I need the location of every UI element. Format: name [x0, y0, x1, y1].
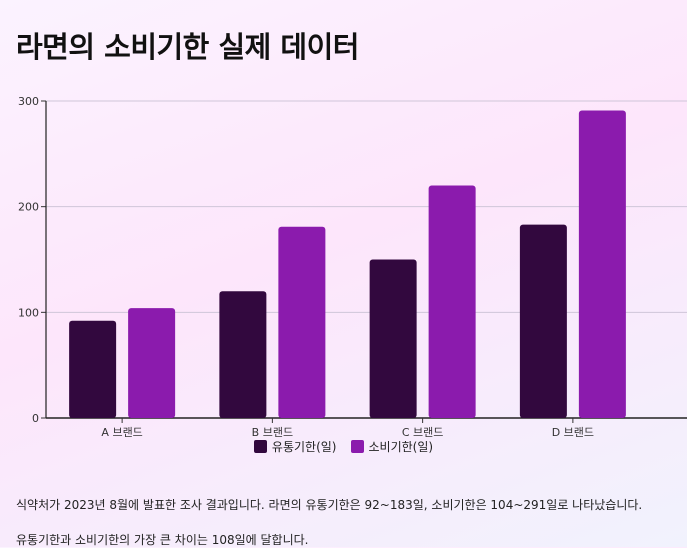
y-tick-label-2: 200 [18, 201, 39, 214]
note-difference: 유통기한과 소비기한의 가장 큰 차이는 108일에 달합니다. [16, 533, 309, 547]
bar-2-1 [128, 308, 176, 418]
x-tick-label-2: B 브랜드 [252, 426, 293, 439]
page-title: 라면의 소비기한 실제 데이터 [16, 30, 359, 64]
x-tick-label-3: C 브랜드 [402, 426, 444, 439]
y-tick-label-3: 300 [18, 95, 39, 108]
bar-chart: 0 100 200 300 A 브랜드 B 브랜드 C 브랜드 D 브랜드 [18, 95, 687, 439]
legend-item-series-2[interactable]: 소비기한(일) [350, 438, 434, 455]
legend-swatch-series-1 [253, 440, 267, 453]
bar-1-2 [219, 291, 267, 418]
legend-item-series-1[interactable]: 유통기한(일) [253, 438, 337, 455]
legend-label-series-2: 소비기한(일) [368, 440, 434, 454]
y-tick-label-1: 100 [18, 306, 39, 319]
x-tick-label-4: D 브랜드 [552, 426, 594, 439]
bar-1-4 [519, 224, 567, 418]
legend-label-series-1: 유통기한(일) [271, 440, 337, 454]
legend-swatch-series-2 [350, 440, 364, 453]
legend: 유통기한(일) 소비기한(일) [0, 438, 687, 455]
bar-1-3 [369, 259, 417, 418]
note-source: 식약처가 2023년 8월에 발표한 조사 결과입니다. 라면의 유통기한은 9… [16, 498, 643, 512]
x-tick-label-1: A 브랜드 [101, 426, 142, 439]
y-tick-label-0: 0 [32, 412, 39, 425]
bar-2-4 [578, 110, 626, 418]
bar-1-1 [69, 320, 117, 418]
bar-2-2 [278, 226, 326, 418]
bar-2-3 [428, 185, 476, 418]
